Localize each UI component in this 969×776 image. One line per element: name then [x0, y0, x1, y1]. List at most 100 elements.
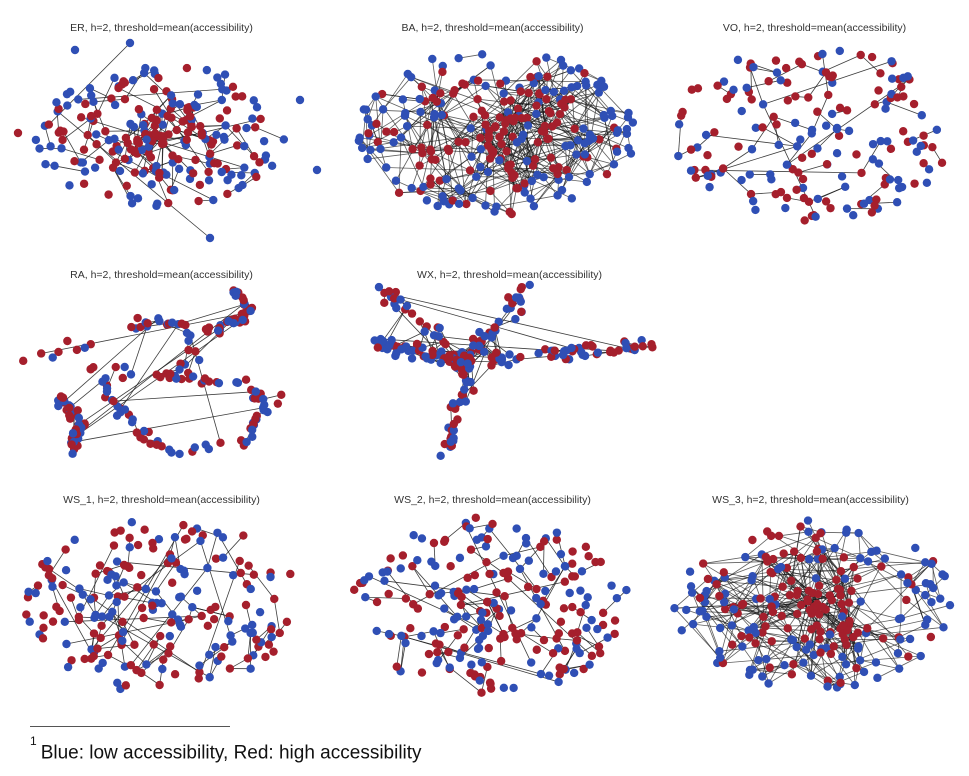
node-low-accessibility: [572, 150, 581, 159]
node-high-accessibility: [459, 351, 469, 360]
node-low-accessibility: [188, 602, 197, 612]
node-low-accessibility: [193, 90, 203, 99]
graph-edge: [762, 127, 798, 147]
node-low-accessibility: [461, 397, 470, 406]
graph-edge: [798, 163, 828, 173]
node-high-accessibility: [204, 167, 213, 177]
node-low-accessibility: [442, 174, 451, 184]
graph-edge: [822, 549, 861, 559]
node-low-accessibility: [374, 282, 384, 292]
graph-edge: [396, 635, 402, 667]
graph-edge: [559, 114, 591, 175]
node-high-accessibility: [484, 643, 493, 653]
node-high-accessibility: [839, 553, 849, 562]
node-low-accessibility: [532, 593, 541, 603]
graph-edge: [762, 60, 892, 105]
node-low-accessibility: [830, 543, 839, 553]
node-high-accessibility: [807, 149, 817, 159]
node-low-accessibility: [355, 133, 364, 142]
node-low-accessibility: [190, 443, 200, 452]
graph-edge: [436, 101, 466, 143]
node-high-accessibility: [539, 537, 549, 546]
node-low-accessibility: [98, 658, 107, 668]
node-high-accessibility: [86, 364, 95, 374]
node-high-accessibility: [550, 346, 559, 355]
graph-edge: [407, 125, 471, 129]
node-low-accessibility: [539, 569, 548, 578]
node-high-accessibility: [528, 161, 538, 170]
node-high-accessibility: [73, 406, 82, 415]
node-low-accessibility: [415, 94, 424, 104]
graph-edge: [545, 538, 566, 567]
node-high-accessibility: [133, 313, 142, 323]
node-low-accessibility: [936, 594, 945, 603]
node-low-accessibility: [737, 106, 746, 116]
node-low-accessibility: [822, 643, 831, 653]
node-high-accessibility: [544, 134, 553, 143]
node-high-accessibility: [897, 82, 906, 92]
graph-edge: [546, 59, 562, 100]
graph-edge: [434, 113, 447, 180]
node-high-accessibility: [826, 649, 836, 659]
node-low-accessibility: [479, 347, 489, 357]
graph-edge: [496, 195, 558, 208]
node-high-accessibility: [79, 145, 89, 154]
graph-edge: [198, 560, 241, 679]
node-high-accessibility: [377, 89, 387, 99]
graph-edge: [97, 644, 135, 650]
node-low-accessibility: [850, 680, 860, 690]
node-high-accessibility: [572, 636, 582, 645]
node-low-accessibility: [229, 318, 238, 328]
node-low-accessibility: [844, 126, 854, 136]
node-low-accessibility: [499, 551, 508, 560]
node-low-accessibility: [702, 586, 711, 596]
node-low-accessibility: [832, 148, 842, 158]
graph-edge: [255, 126, 285, 140]
node-low-accessibility: [125, 543, 134, 552]
node-high-accessibility: [236, 568, 245, 578]
graph-edge: [209, 646, 216, 678]
node-high-accessibility: [554, 629, 564, 638]
node-high-accessibility: [782, 193, 792, 203]
node-low-accessibility: [749, 622, 759, 632]
node-low-accessibility: [856, 597, 865, 606]
node-high-accessibility: [154, 173, 164, 182]
node-low-accessibility: [928, 583, 938, 593]
graph-edge: [537, 141, 566, 147]
node-low-accessibility: [927, 559, 936, 569]
node-low-accessibility: [242, 123, 251, 133]
node-low-accessibility: [499, 89, 508, 98]
graph-edge: [761, 532, 821, 555]
graph-edge: [486, 601, 504, 635]
graph-edge: [898, 604, 951, 620]
graph-edge: [851, 574, 902, 592]
node-high-accessibility: [777, 611, 787, 621]
node-low-accessibility: [576, 347, 586, 357]
node-high-accessibility: [48, 574, 57, 583]
node-high-accessibility: [759, 612, 768, 621]
node-low-accessibility: [65, 181, 74, 190]
node-high-accessibility: [844, 598, 854, 607]
footnote: 1Blue: low accessibility, Red: high acce…: [30, 734, 422, 764]
node-low-accessibility: [232, 378, 242, 387]
node-low-accessibility: [397, 631, 406, 641]
graph-edge: [61, 147, 100, 161]
panel-title: WX, h=2, threshold=mean(accessibility): [417, 269, 602, 281]
node-high-accessibility: [468, 334, 478, 344]
node-low-accessibility: [372, 626, 381, 636]
graph-edge: [768, 639, 794, 684]
node-low-accessibility: [184, 336, 193, 345]
node-low-accessibility: [139, 120, 148, 130]
node-low-accessibility: [747, 575, 756, 585]
node-low-accessibility: [218, 553, 228, 562]
node-low-accessibility: [141, 584, 151, 594]
graph-edge: [846, 630, 857, 669]
graph-edge: [398, 137, 402, 193]
node-low-accessibility: [483, 620, 493, 629]
node-high-accessibility: [877, 562, 886, 571]
node-low-accessibility: [622, 585, 631, 595]
node-low-accessibility: [220, 135, 229, 144]
node-high-accessibility: [65, 403, 74, 413]
node-low-accessibility: [416, 107, 425, 117]
graph-edge: [552, 85, 603, 127]
